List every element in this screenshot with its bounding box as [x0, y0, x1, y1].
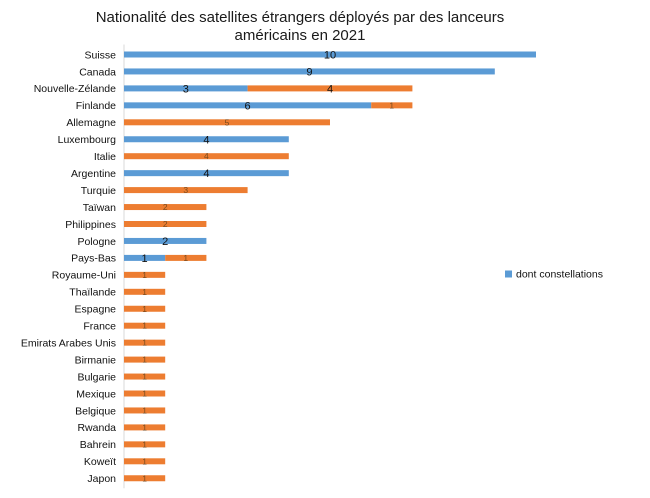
data-label-other-espagne: 1	[142, 304, 147, 314]
data-label-other-philippines: 2	[163, 219, 168, 229]
category-label-nouvelle-zelande: Nouvelle-Zélande	[34, 83, 116, 95]
bar-other-allemagne	[124, 119, 330, 126]
data-label-other-birmanie: 1	[142, 355, 147, 365]
data-label-constellations-canada: 9	[306, 66, 312, 78]
data-label-other-italie: 4	[204, 151, 209, 161]
category-label-france: France	[83, 321, 116, 333]
chart-title: Nationalité des satellites étrangers dép…	[60, 9, 540, 45]
data-label-other-nouvelle-zelande: 4	[327, 83, 333, 95]
data-label-constellations-luxembourg: 4	[203, 134, 209, 146]
bar-other-taiwan	[124, 204, 207, 211]
category-label-mexique: Mexique	[76, 388, 116, 400]
bar-other-birmanie	[124, 356, 166, 363]
bar-other-rwanda	[124, 424, 166, 431]
category-label-espagne: Espagne	[75, 304, 117, 316]
data-label-other-turquie: 3	[183, 185, 188, 195]
category-label-taiwan: Taïwan	[83, 202, 116, 214]
bar-other-pays-bas	[165, 254, 207, 261]
data-label-constellations-nouvelle-zelande: 3	[183, 83, 189, 95]
bar-other-koweit	[124, 458, 166, 465]
bar-constellations-pays-bas	[124, 254, 166, 261]
data-label-other-pays-bas: 1	[183, 253, 188, 263]
data-label-constellations-pologne: 2	[162, 236, 168, 248]
category-label-pays-bas: Pays-Bas	[71, 253, 116, 265]
category-label-thailande: Thaïlande	[69, 287, 116, 299]
bar-other-nouvelle-zelande	[247, 85, 413, 92]
chart-title-line-1: Nationalité des satellites étrangers dép…	[95, 9, 505, 26]
bar-other-finlande	[371, 102, 413, 109]
bar-other-italie	[124, 153, 289, 160]
bar-constellations-pologne	[124, 237, 207, 244]
bar-other-thailande	[124, 288, 166, 295]
bar-constellations-canada	[124, 68, 495, 75]
bar-other-mexique	[124, 390, 166, 397]
data-label-other-japon: 1	[142, 473, 147, 483]
bar-constellations-argentine	[124, 170, 289, 177]
data-label-other-finlande: 1	[389, 100, 394, 110]
category-label-philippines: Philippines	[65, 219, 116, 231]
data-label-other-taiwan: 2	[163, 202, 168, 212]
category-label-emirats-arabes-unis: Emirats Arabes Unis	[21, 337, 116, 349]
category-label-japon: Japon	[87, 473, 116, 485]
bar-other-france	[124, 322, 166, 329]
category-label-royaume-uni: Royaume-Uni	[52, 270, 116, 282]
category-label-koweit: Koweït	[84, 456, 116, 468]
category-label-bahrein: Bahrein	[80, 439, 116, 451]
data-label-other-thailande: 1	[142, 287, 147, 297]
chart-title-line-2: américains en 2021	[234, 27, 366, 44]
bar-other-japon	[124, 475, 166, 482]
data-label-constellations-argentine: 4	[203, 168, 209, 180]
data-label-constellations-pays-bas: 1	[142, 253, 148, 265]
category-label-luxembourg: Luxembourg	[58, 134, 117, 146]
data-label-other-emirats-arabes-unis: 1	[142, 338, 147, 348]
legend-swatch-constellations	[505, 270, 512, 278]
data-label-other-france: 1	[142, 321, 147, 331]
category-label-argentine: Argentine	[71, 168, 116, 180]
bar-other-philippines	[124, 221, 207, 227]
data-label-other-allemagne: 5	[225, 117, 230, 127]
legend-label-constellations: dont constellations	[516, 269, 603, 281]
category-label-belgique: Belgique	[75, 405, 116, 417]
bar-constellations-finlande	[124, 102, 372, 109]
data-label-constellations-finlande: 6	[245, 100, 251, 112]
bar-constellations-suisse	[124, 51, 536, 58]
bar-other-espagne	[124, 305, 166, 312]
category-label-finlande: Finlande	[76, 100, 116, 112]
bar-other-bahrein	[124, 441, 166, 448]
data-label-other-belgique: 1	[142, 405, 147, 415]
data-label-other-rwanda: 1	[142, 422, 147, 432]
data-label-other-bahrein: 1	[142, 439, 147, 449]
category-label-rwanda: Rwanda	[77, 422, 116, 434]
bar-constellations-luxembourg	[124, 136, 289, 143]
category-label-pologne: Pologne	[77, 236, 116, 248]
category-label-italie: Italie	[94, 151, 116, 163]
data-label-constellations-suisse: 10	[324, 50, 336, 62]
bar-constellations-nouvelle-zelande	[124, 85, 248, 92]
data-label-other-mexique: 1	[142, 389, 147, 399]
category-label-turquie: Turquie	[81, 185, 116, 197]
bar-other-bulgarie	[124, 373, 166, 380]
data-label-other-koweit: 1	[142, 456, 147, 466]
data-label-other-bulgarie: 1	[142, 372, 147, 382]
category-label-suisse: Suisse	[84, 49, 116, 61]
bar-other-turquie	[124, 187, 248, 194]
bar-other-royaume-uni	[124, 271, 166, 278]
category-label-birmanie: Birmanie	[75, 354, 117, 366]
category-label-canada: Canada	[79, 66, 116, 78]
data-label-other-royaume-uni: 1	[142, 270, 147, 280]
category-label-bulgarie: Bulgarie	[77, 371, 116, 383]
bar-other-emirats-arabes-unis	[124, 339, 166, 346]
bar-other-belgique	[124, 407, 166, 414]
category-label-allemagne: Allemagne	[66, 117, 116, 129]
